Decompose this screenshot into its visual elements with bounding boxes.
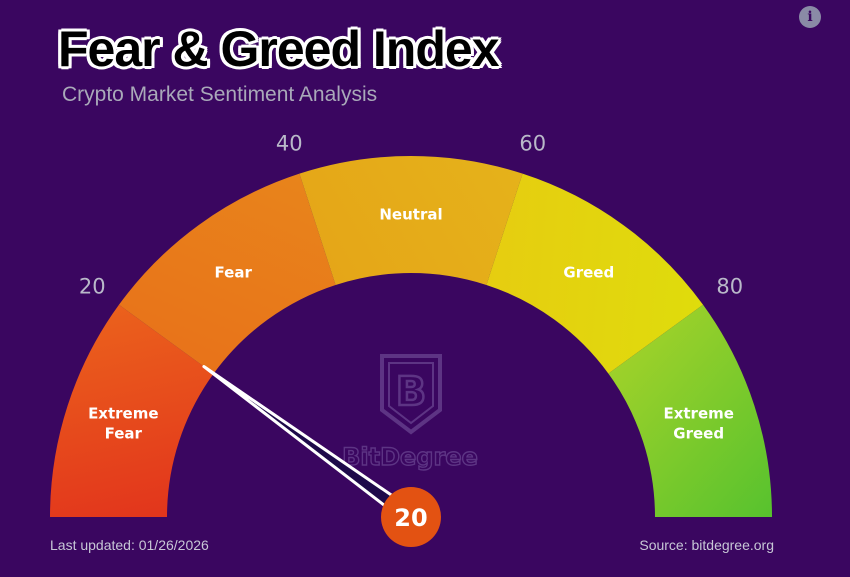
chart-subtitle: Crypto Market Sentiment Analysis	[62, 83, 378, 106]
logo-shield-inner	[388, 362, 434, 425]
gauge-zone-neutral	[299, 156, 523, 285]
tick-label-80: 80	[716, 274, 743, 298]
gauge-value: 20	[381, 487, 441, 547]
tick-label-60: 60	[519, 131, 546, 155]
info-icon[interactable]: i	[799, 6, 821, 28]
gauge-zone-fear	[118, 173, 336, 374]
zone-label-neutral: Neutral	[379, 206, 442, 224]
logo-glyph: B	[396, 369, 427, 415]
gauge-zones	[50, 156, 772, 517]
gauge-value-label: 20	[394, 504, 427, 532]
zone-label-extreme-greed: Extreme Greed	[663, 405, 733, 443]
logo-wordmark: BitDegree	[342, 443, 478, 471]
logo-shield-icon	[380, 354, 442, 435]
chart-title: Fear & Greed Index	[58, 21, 499, 77]
gauge-value-circle	[381, 487, 441, 547]
last-updated: Last updated: 01/26/2026	[50, 537, 209, 553]
zone-label-extreme-fear: Extreme Fear	[88, 405, 158, 443]
source-link[interactable]: Source: bitdegree.org	[639, 537, 774, 553]
gauge-zone-extreme-greed	[608, 304, 772, 517]
tick-label-40: 40	[276, 131, 303, 155]
zone-label-greed: Greed	[563, 263, 614, 281]
gauge-zone-greed	[486, 173, 704, 374]
gauge-zone-labels: Extreme Fear Fear Neutral Greed Extreme Greed	[88, 206, 734, 443]
bitdegree-logo: B BitDegree	[341, 354, 479, 472]
tick-label-20: 20	[79, 274, 106, 298]
gauge-tick-labels: 20 40 60 80	[79, 131, 743, 298]
gauge-zone-extreme-fear	[50, 304, 214, 517]
zone-label-fear: Fear	[215, 263, 253, 281]
